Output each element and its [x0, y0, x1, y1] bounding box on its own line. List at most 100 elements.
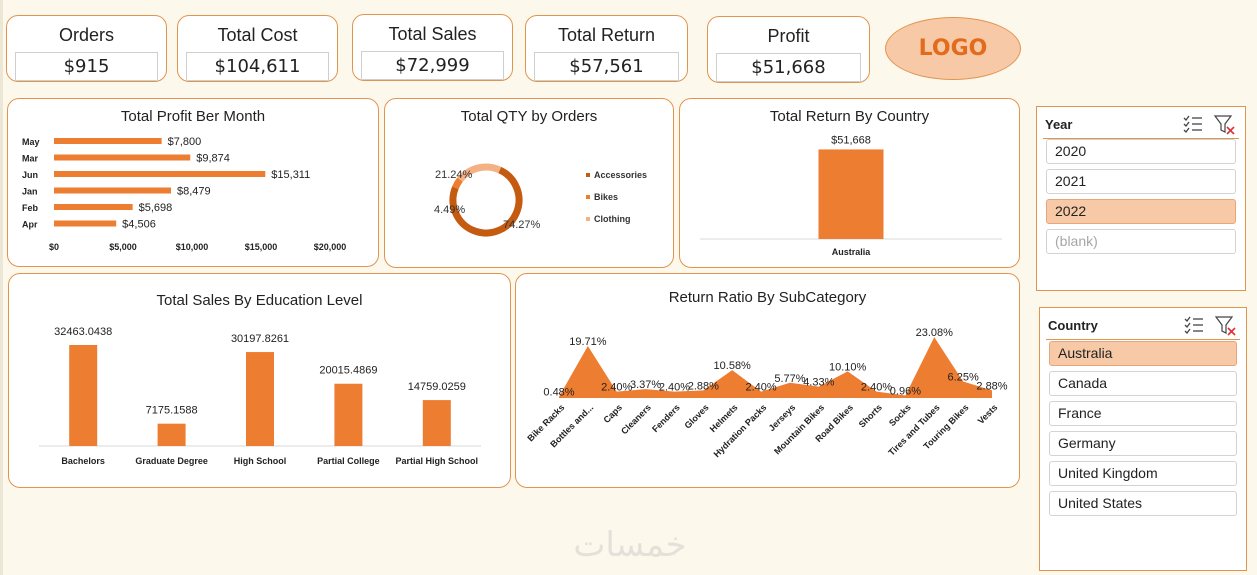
- bar: [54, 220, 117, 227]
- x-tick-label: Australia: [832, 247, 872, 257]
- x-tick-label: Caps: [602, 402, 625, 425]
- data-label: $4,506: [122, 219, 156, 231]
- slicer-item[interactable]: 2021: [1046, 169, 1236, 194]
- data-label: 2.88%: [976, 380, 1007, 392]
- legend-swatch: [586, 173, 590, 177]
- bar: [54, 187, 172, 194]
- data-label: $5,698: [139, 202, 173, 214]
- data-label: 2.88%: [688, 380, 719, 392]
- chart-title: Total Profit Ber Month: [120, 108, 266, 125]
- x-tick-label: Vests: [976, 402, 1000, 426]
- data-label: 21.24%: [435, 169, 473, 181]
- x-tick-label: $5,000: [109, 242, 137, 252]
- kpi-value: $51,668: [716, 53, 861, 82]
- y-tick-label: Jun: [22, 170, 38, 180]
- data-label: 2.40%: [601, 382, 632, 394]
- legend-entry: Clothing: [594, 214, 631, 224]
- chart-title: Total Sales By Education Level: [156, 292, 363, 309]
- x-tick-label: High School: [234, 456, 287, 466]
- data-label: 19.71%: [569, 336, 607, 348]
- x-tick-label: Cleaners: [619, 402, 653, 436]
- slicer-item[interactable]: Germany: [1049, 431, 1237, 456]
- data-label: $7,800: [168, 136, 202, 148]
- slicer-item[interactable]: United States: [1049, 491, 1237, 516]
- data-label: 0.96%: [890, 385, 921, 397]
- slicer-item[interactable]: France: [1049, 401, 1237, 426]
- data-label: 4.49%: [434, 204, 465, 216]
- x-tick-label: Socks: [887, 402, 913, 428]
- data-label: 30197.8261: [231, 333, 289, 345]
- slicer-item[interactable]: 2020: [1046, 139, 1236, 164]
- x-tick-label: Shorts: [857, 402, 884, 429]
- data-label: 10.10%: [829, 361, 867, 373]
- qty-by-orders-chart: 74.27% 4.49% 21.24% Accessories Bikes Clothin…: [434, 163, 647, 237]
- slicer-divider: [1043, 138, 1239, 139]
- kpi-title: Total Cost: [217, 25, 298, 45]
- bar: [54, 138, 162, 144]
- sales-by-education-card: Total Sales By Education Level 32463.043…: [8, 273, 511, 488]
- clear-filter-icon[interactable]: [1213, 113, 1237, 135]
- kpi-title: Orders: [58, 25, 114, 45]
- logo: LOGO: [885, 17, 1021, 80]
- y-tick-label: Jan: [22, 187, 38, 197]
- slicer-title: Country: [1048, 318, 1098, 333]
- x-tick-label: Mountain Bikes: [772, 402, 826, 456]
- data-label: 2.40%: [659, 382, 690, 394]
- data-label: 20015.4869: [319, 365, 377, 377]
- slicer-item[interactable]: 2022: [1046, 199, 1236, 224]
- chart-title: Total Return By Country: [769, 108, 930, 125]
- x-tick-label: $10,000: [176, 242, 209, 252]
- country-slicer: Country Australia Canada France Germany Unit…: [1039, 307, 1247, 571]
- legend-entry: Bikes: [594, 192, 618, 202]
- kpi-title: Profit: [767, 26, 810, 46]
- slicer-divider: [1046, 339, 1240, 340]
- year-slicer: Year 2020 2021 2022 (blank): [1036, 106, 1246, 291]
- multi-select-icon[interactable]: [1181, 113, 1205, 135]
- x-tick-label: Gloves: [682, 402, 710, 430]
- data-label: 14759.0259: [408, 381, 466, 393]
- data-label: 4.33%: [803, 377, 834, 389]
- slicer-item[interactable]: (blank): [1046, 229, 1236, 254]
- data-label: $15,311: [271, 169, 310, 181]
- slicer-item[interactable]: Canada: [1049, 371, 1237, 396]
- data-label: $9,874: [196, 153, 230, 165]
- slicer-title: Year: [1045, 117, 1073, 132]
- legend-swatch: [586, 195, 590, 199]
- bar: [54, 171, 266, 177]
- bar: [334, 383, 363, 446]
- data-label: $8,479: [177, 186, 211, 198]
- legend-entry: Accessories: [594, 170, 647, 180]
- kpi-value: $915: [15, 52, 158, 81]
- kpi-total-cost-card: Total Cost $104,611: [177, 15, 338, 82]
- x-tick-label: $0: [49, 242, 59, 252]
- kpi-title: Total Sales: [388, 24, 477, 44]
- y-tick-label: May: [22, 137, 40, 147]
- x-tick-label: Partial High School: [396, 456, 479, 466]
- bar: [69, 345, 98, 446]
- slice: [457, 163, 502, 182]
- x-tick-label: Partial College: [317, 456, 380, 466]
- kpi-value: $72,999: [361, 51, 504, 80]
- data-label: 3.37%: [630, 379, 661, 391]
- data-label: 10.58%: [714, 360, 752, 372]
- multi-select-icon[interactable]: [1182, 314, 1206, 336]
- data-label: 2.40%: [861, 382, 892, 394]
- sheet-edge: [0, 0, 3, 575]
- kpi-value: $57,561: [534, 52, 679, 81]
- bar: [246, 352, 274, 446]
- return-ratio-card: Return Ratio By SubCategory 0.48% Bike Ra…: [515, 273, 1020, 488]
- data-label: 5.77%: [774, 373, 805, 385]
- clear-filter-icon[interactable]: [1214, 314, 1238, 336]
- x-tick-label: Bachelors: [61, 456, 105, 466]
- return-by-country-chart: $51,668 Australia: [700, 134, 1002, 257]
- data-label: 32463.0438: [54, 326, 112, 338]
- area-series: [559, 337, 992, 398]
- kpi-orders-card: Orders $915: [6, 15, 167, 82]
- slicer-item[interactable]: United Kingdom: [1049, 461, 1237, 486]
- slicer-item[interactable]: Australia: [1049, 341, 1237, 366]
- bar: [818, 149, 884, 239]
- chart-title: Return Ratio By SubCategory: [668, 289, 867, 306]
- legend-swatch: [586, 217, 590, 221]
- y-tick-label: Mar: [22, 154, 39, 164]
